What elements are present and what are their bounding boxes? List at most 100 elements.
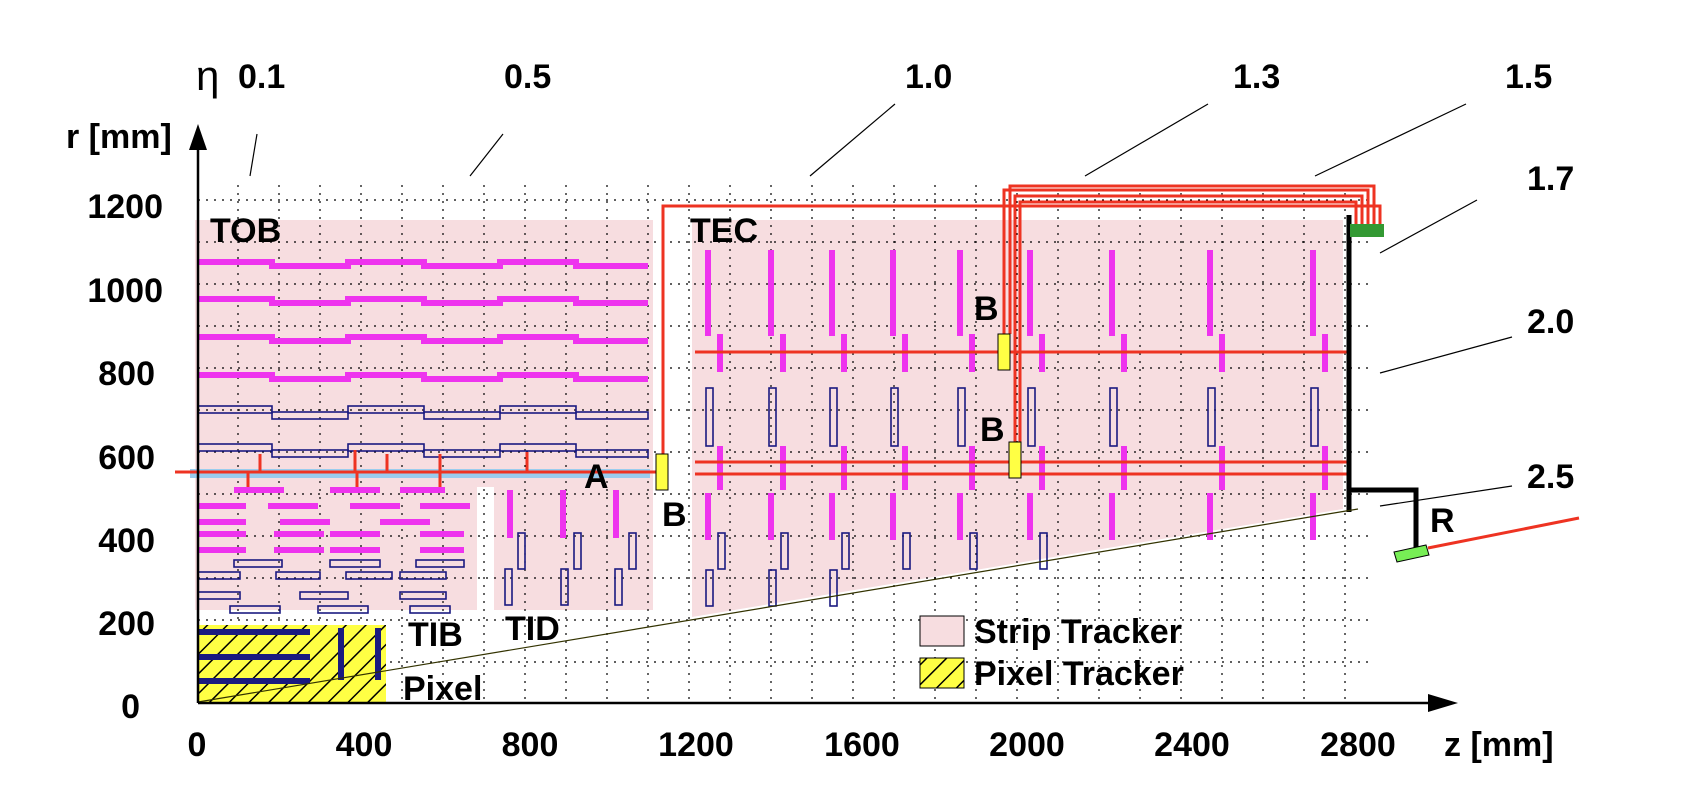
y-tick-1000: 1000 (87, 272, 163, 310)
x-axis-label: z [mm] (1444, 726, 1554, 764)
legend-pixel-swatch (919, 657, 965, 689)
laser-alignment-beams (175, 184, 1382, 487)
y-tick-1200: 1200 (87, 188, 163, 226)
eta-symbol: η (196, 52, 219, 99)
beam-splitter-b2 (997, 333, 1011, 371)
y-tick-800: 800 (98, 355, 155, 393)
tob-layer-1 (198, 259, 648, 269)
tob-inner-modules (197, 405, 649, 458)
x-tick-1200: 1200 (658, 726, 734, 764)
eta-2-5: 2.5 (1527, 458, 1574, 496)
tib-inner-module (317, 605, 369, 614)
tec-module (841, 532, 850, 570)
detector-labels: TOB TEC TIB TID Pixel (210, 212, 758, 708)
tob-inner-module (499, 405, 577, 414)
x-axis-arrow (1428, 694, 1458, 712)
y-tick-200: 200 (98, 605, 155, 643)
tid-inner-module (614, 568, 623, 606)
tob-inner-module (271, 411, 349, 420)
tib-inner-module (415, 559, 465, 568)
tob-inner-module (499, 443, 577, 452)
y-tick-600: 600 (98, 439, 155, 477)
grid (198, 185, 1370, 703)
x-tick-800: 800 (502, 726, 559, 764)
tib-inner-module (299, 591, 349, 600)
y-tick-labels: 0 200 400 600 800 1000 1200 (87, 188, 163, 726)
tob-label: TOB (210, 212, 281, 250)
tib-inner-module (229, 605, 281, 614)
x-tick-labels: 0 400 800 1200 1600 2000 2400 2800 (188, 726, 1396, 764)
tid-inner-module (504, 568, 513, 606)
tib-inner-module (329, 559, 381, 568)
tid-inner-module (560, 568, 569, 606)
tob-inner-module (347, 405, 425, 414)
legend-strip-swatch (919, 615, 965, 647)
legend-pixel-label: Pixel Tracker (974, 655, 1184, 693)
tec-module (768, 387, 777, 447)
tid-inner-module (628, 532, 637, 570)
tob-layer-4 (198, 372, 648, 382)
eta-0-5: 0.5 (504, 58, 551, 96)
tib-inner-module (409, 605, 451, 614)
tec-label: TEC (690, 212, 758, 250)
green-plate (1350, 224, 1384, 237)
x-tick-2800: 2800 (1320, 726, 1396, 764)
eta-1-3: 1.3 (1233, 58, 1280, 96)
tob-layer-2 (198, 296, 648, 306)
tob-modules (198, 259, 648, 382)
tec-module (705, 387, 714, 447)
tec-module (717, 532, 726, 570)
beam-splitter-b1 (655, 453, 669, 491)
tec-module (705, 569, 714, 607)
alignment-ring-r (1393, 544, 1430, 563)
marker-b2: B (974, 290, 999, 328)
x-tick-1600: 1600 (824, 726, 900, 764)
tec-end-structure (1346, 215, 1580, 563)
x-tick-0: 0 (188, 726, 207, 764)
eta-1-5: 1.5 (1505, 58, 1552, 96)
eta-lines (197, 103, 1513, 703)
tec-module (957, 387, 966, 447)
tec-module (829, 387, 838, 447)
tec-module (902, 532, 911, 570)
laser-route-4 (1018, 200, 1358, 442)
marker-labels: A B B B R (584, 290, 1455, 540)
tec-module (1207, 387, 1216, 447)
pixel-region (197, 625, 386, 703)
beam-splitters (655, 333, 1022, 491)
tid-label: TID (505, 610, 560, 648)
marker-a: A (584, 458, 609, 496)
tib-inner-module (275, 571, 321, 580)
tid-modules (504, 490, 637, 606)
laser-route-3 (1013, 194, 1364, 442)
tib-modules (197, 487, 470, 614)
laser-route-2 (1002, 188, 1370, 352)
marker-r: R (1430, 502, 1455, 540)
tib-label: TIB (408, 616, 463, 654)
eta-1-0: 1.0 (905, 58, 952, 96)
marker-b3: B (980, 411, 1005, 449)
pixel-modules (198, 628, 381, 684)
y-tick-400: 400 (98, 522, 155, 560)
tob-inner-module (271, 449, 349, 458)
x-tick-400: 400 (336, 726, 393, 764)
tec-module (829, 569, 838, 607)
tob-inner-module (347, 443, 425, 452)
axes (189, 124, 1458, 712)
tec-module (969, 532, 978, 570)
tid-inner-module (573, 532, 582, 570)
tec-module (1109, 387, 1118, 447)
tob-layer-3 (198, 334, 648, 344)
eta-1-7: 1.7 (1527, 160, 1574, 198)
tec-module (780, 532, 789, 570)
tec-module (1027, 387, 1036, 447)
x-tick-2400: 2400 (1154, 726, 1230, 764)
x-tick-2000: 2000 (989, 726, 1065, 764)
legend: Strip Tracker Pixel Tracker (919, 613, 1184, 693)
tib-inner-module (345, 571, 393, 580)
tec-module (1039, 532, 1048, 570)
beam-splitter-b3 (1008, 441, 1022, 479)
tob-inner-module (423, 411, 501, 420)
tec-module (890, 387, 899, 447)
